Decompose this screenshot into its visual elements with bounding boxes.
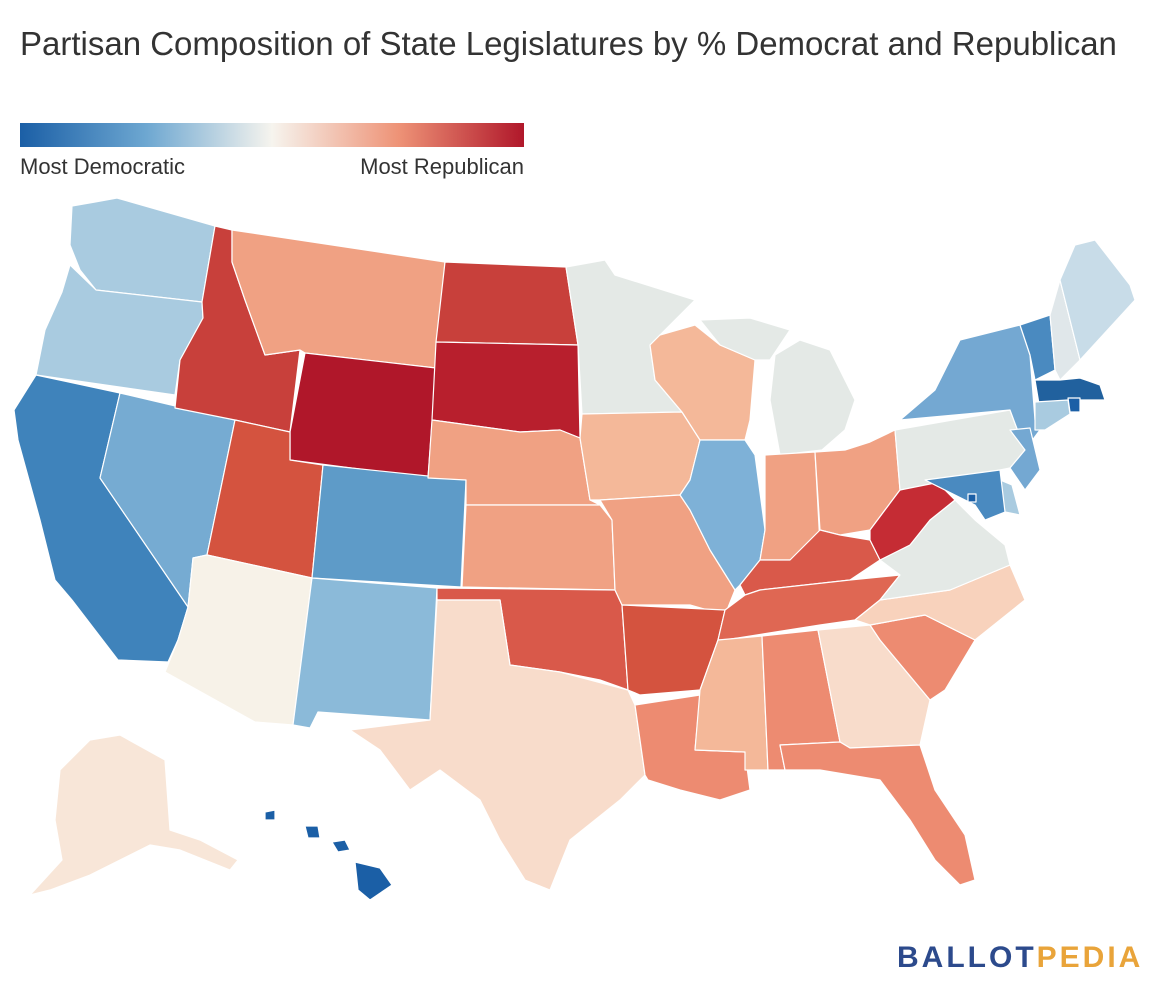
state-florida[interactable]: [779, 741, 976, 886]
state-montana[interactable]: [231, 229, 446, 369]
state-texas[interactable]: [349, 599, 646, 891]
state-maryland[interactable]: [924, 469, 1006, 521]
state-illinois[interactable]: [679, 439, 766, 591]
state-maine[interactable]: [1059, 239, 1136, 361]
state-vermont[interactable]: [1019, 314, 1056, 381]
state-oregon[interactable]: [35, 264, 204, 396]
state-new-hampshire[interactable]: [1049, 279, 1081, 381]
map-title: Partisan Composition of State Legislatur…: [20, 25, 1117, 62]
state-michigan[interactable]: [699, 317, 856, 456]
state-connecticut[interactable]: [1034, 399, 1071, 431]
state-new-jersey[interactable]: [1009, 427, 1041, 491]
state-kansas[interactable]: [461, 504, 616, 591]
state-colorado[interactable]: [311, 464, 467, 588]
logo-ballot-text: BALLOT: [897, 941, 1037, 974]
legend-label-most-republican: Most Republican: [360, 154, 524, 179]
state-north-dakota[interactable]: [435, 261, 579, 346]
state-iowa[interactable]: [579, 411, 701, 501]
us-states-map: [13, 197, 1136, 901]
state-hawaii[interactable]: [264, 809, 393, 901]
state-alaska[interactable]: [29, 734, 239, 896]
logo-pedia-text: PEDIA: [1036, 941, 1144, 974]
state-nebraska[interactable]: [427, 419, 601, 506]
state-wyoming[interactable]: [289, 352, 437, 479]
legend-color-scale: [20, 123, 524, 147]
ballotpedia-logo: BALLOTPEDIA: [897, 940, 1143, 976]
state-new-mexico[interactable]: [292, 577, 438, 729]
state-district-of-columbia[interactable]: [967, 493, 977, 503]
legend-label-most-democratic: Most Democratic: [20, 154, 186, 179]
